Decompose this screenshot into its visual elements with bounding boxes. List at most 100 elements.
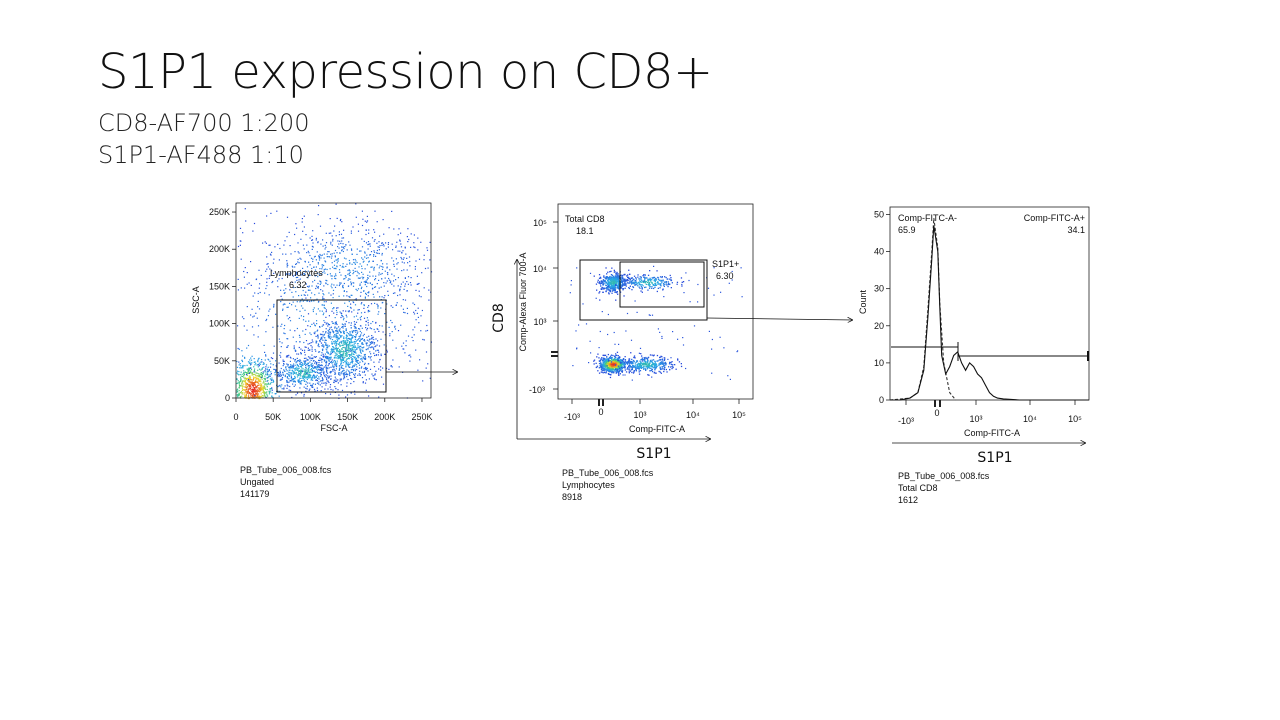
plot1-event-dot [374,346,376,348]
plot1-event-dot [263,380,265,382]
plot1-event-dot [300,286,302,288]
plot1-event-dot [303,272,305,275]
plot1-event-dot [289,380,291,382]
plot1-event-dot [345,348,347,350]
plot2-event-dot [611,372,613,374]
plot2-event-dot [618,362,620,364]
plot1-lymphocyte-gate[interactable] [276,299,387,393]
plot1-event-dot [285,288,287,290]
plot1-event-dot [260,373,263,375]
plot1-event-dot [326,347,329,349]
plot1-event-dot [371,341,373,343]
plot2-event-dot [643,366,645,368]
plot2-event-dot [614,291,616,293]
subtitle-antibody-cd8: CD8-AF700 1:200 [98,109,310,137]
plot1-event-dot [349,334,351,336]
plot2-event-dot [663,370,665,373]
plot1-event-dot [320,337,322,339]
plot1-event-dot [253,390,255,392]
plot1-event-dot [306,358,308,361]
plot1-event-dot [240,378,242,380]
plot1-event-dot [307,370,309,372]
plot1-event-dot [354,270,356,272]
plot2-event-dot [641,287,643,289]
plot1-event-dot [261,388,263,390]
plot2-event-dot [620,287,622,289]
plot1-event-dot [256,372,258,374]
plot2-event-dot [629,361,631,364]
plot1-event-dot [334,323,336,325]
plot2-event-dot [615,366,617,368]
plot1-event-dot [320,255,322,257]
plot1-event-dot [334,372,336,374]
plot1-event-dot [417,369,419,371]
plot1-event-dot [289,273,291,275]
plot1-event-dot [315,368,318,370]
plot2-event-dot [682,281,685,283]
plot1-event-dot [279,371,281,373]
plot2-event-dot [601,359,604,362]
plot1-event-dot [249,384,251,386]
plot1-event-count: 141179 [240,489,269,499]
plot1-event-dot [350,307,352,309]
plot1-event-dot [356,275,358,277]
plot2-event-dot [621,365,623,368]
plot1-event-dot [317,336,319,338]
plot2-event-dot [639,370,642,372]
plot1-event-dot [314,269,317,271]
plot1-event-dot [349,372,351,374]
plot1-event-dot [316,365,318,367]
plot1-event-dot [342,324,344,326]
plot1-event-dot [315,335,317,337]
plot1-event-dot [378,267,380,269]
plot1-event-dot [322,369,324,371]
plot1-event-dot [335,275,337,277]
plot1-event-dot [324,382,326,384]
plot1-event-dot [353,353,355,356]
plot1-event-dot [262,396,264,398]
plot1-event-dot [252,390,254,392]
plot2-event-dot [632,286,635,289]
plot1-event-dot [284,240,286,242]
plot2-event-dot [612,284,614,286]
plot1-event-dot [340,340,342,342]
plot1-event-dot [320,369,322,372]
plot1-event-dot [255,377,257,379]
plot1-event-dot [319,341,321,343]
plot1-event-dot [242,355,244,357]
plot1-event-dot [295,362,297,364]
plot2-event-dot [613,279,615,281]
plot1-event-dot [357,230,360,232]
plot2-event-dot [663,357,665,359]
plot1-event-dot [240,287,242,289]
plot2-event-dot [680,363,682,365]
plot1-event-dot [271,387,273,389]
plot1-event-dot [253,385,255,387]
plot2-event-dot [606,356,608,358]
plot1-event-dot [413,246,415,248]
plot1-event-dot [242,386,244,388]
plot1-event-dot [283,244,285,246]
plot1-event-dot [340,365,343,367]
plot1-event-dot [288,381,290,383]
plot1-event-dot [236,382,238,385]
plot2-event-dot [644,277,646,279]
plot1-event-dot [367,277,369,279]
plot1-event-dot [406,281,408,283]
plot1-event-dot [316,382,319,384]
plot1-event-dot [416,283,418,285]
plot1-event-dot [344,342,346,344]
plot1-event-dot [250,284,252,286]
plot1-event-dot [341,342,343,344]
plot1-event-dot [261,385,263,387]
plot1-event-dot [289,385,291,388]
plot1-event-dot [342,250,344,253]
plot1-event-dot [261,367,264,369]
plot1-event-dot [314,366,316,368]
plot1-event-dot [298,371,300,373]
plot1-event-dot [373,361,375,363]
plot1-event-dot [281,342,283,344]
plot2-event-dot [609,356,611,359]
plot1-event-dot [245,385,247,387]
plot2-event-dot [662,363,664,365]
